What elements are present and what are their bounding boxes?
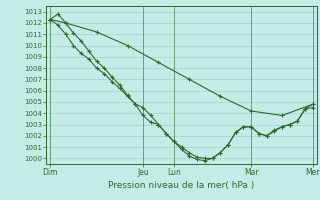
X-axis label: Pression niveau de la mer( hPa ): Pression niveau de la mer( hPa ) (108, 181, 255, 190)
